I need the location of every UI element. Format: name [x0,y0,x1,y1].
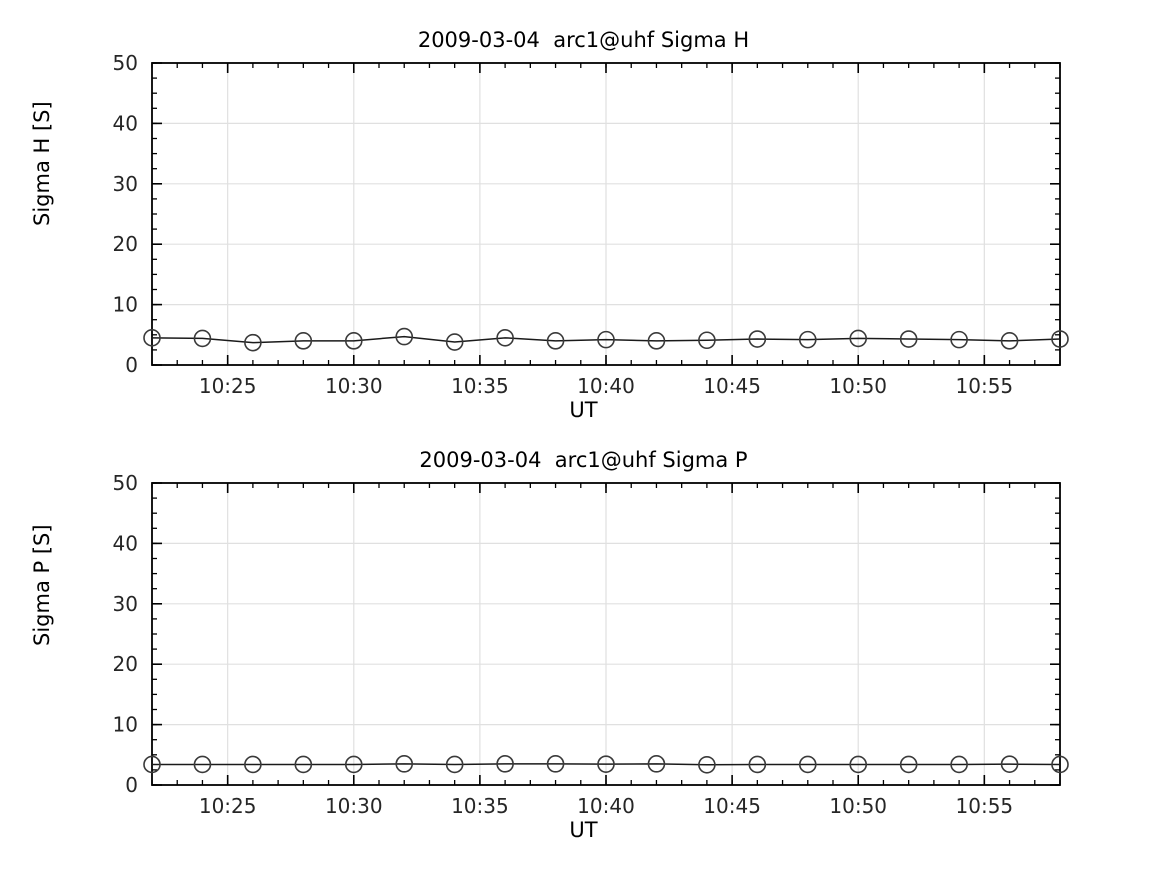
data-point-marker [899,755,918,774]
x-tick-label: 10:40 [577,794,635,818]
data-point-marker [647,755,666,773]
data-point-marker [950,330,968,349]
data-point-marker [496,329,514,347]
x-tick-label: 10:35 [451,374,509,398]
data-point-marker [143,755,161,774]
axes-sigma-p: 0 10 20 30 40 50 10:25 10:30 10:35 10:40 10:45 10:5… [113,471,1069,818]
y-tick-label: 40 [113,111,138,135]
x-tick-label: 10:50 [829,794,887,818]
x-tick-label: 10:25 [199,374,257,398]
data-point-marker [445,755,464,774]
y-tick-label: 30 [113,172,138,196]
data-point-marker [244,755,262,774]
data-point-marker [294,332,313,350]
y-tick-label: 30 [113,592,138,616]
plot-panel-sigma-h: 2009-03-04 arc1@uhf Sigma H Sigma H [S] … [0,0,1167,437]
data-point-marker [546,332,565,350]
plot-title-sigma-p: 2009-03-04 arc1@uhf Sigma P [419,448,748,472]
data-point-marker [244,333,262,352]
x-tick-label: 10:40 [577,374,635,398]
x-tick-label: 10:55 [956,374,1014,398]
y-tick-label: 50 [113,471,138,495]
y-tick-label: 50 [113,51,138,75]
x-tick-label: 10:30 [325,374,383,398]
data-point-marker [395,755,414,773]
data-point-marker [193,329,212,348]
data-point-marker [193,755,212,774]
x-tick-label: 10:45 [703,794,761,818]
data-point-marker [849,329,868,348]
y-tick-label: 10 [113,293,138,317]
x-axis-label-sigma-p: UT [569,818,598,842]
plot-title-sigma-h: 2009-03-04 arc1@uhf Sigma H [417,28,750,52]
x-tick-label: 10:35 [451,794,509,818]
data-point-marker [698,331,716,350]
plot-panel-sigma-p: 2009-03-04 arc1@uhf Sigma P Sigma P [S] … [0,420,1167,875]
data-point-marker [1051,330,1069,348]
data-line [152,763,1061,766]
y-tick-label: 40 [113,531,138,555]
x-tick-label: 10:30 [325,794,383,818]
y-tick-label: 0 [125,353,138,377]
data-point-marker [1000,755,1019,773]
data-point-marker [496,755,514,773]
data-point-marker [344,755,363,774]
data-point-marker [445,333,464,351]
data-point-marker [344,332,363,350]
data-point-marker [849,755,868,774]
data-point-marker [597,330,615,349]
x-tick-label: 10:50 [829,374,887,398]
data-point-marker [1051,755,1069,774]
data-point-marker [546,755,565,773]
x-axis-label-sigma-h: UT [569,398,598,422]
x-tick-label: 10:45 [703,374,761,398]
data-point-marker [395,327,414,346]
data-point-marker [143,329,161,347]
data-point-marker [748,755,767,774]
data-point-marker [698,755,716,774]
y-tick-label: 20 [113,232,138,256]
data-point-marker [798,755,817,774]
data-point-marker [597,755,615,773]
data-point-marker [748,330,767,348]
data-point-marker [647,332,666,350]
y-tick-label: 20 [113,652,138,676]
data-point-marker [950,755,968,774]
y-tick-label: 10 [113,713,138,737]
data-point-marker [899,330,918,348]
data-line [151,335,1061,344]
x-tick-label: 10:25 [199,794,257,818]
data-point-marker [294,755,313,774]
axes-sigma-h: 0 10 20 30 40 50 10:25 10:30 10:35 10:40 10:45 10:5… [113,51,1069,398]
y-tick-label: 0 [125,773,138,797]
data-point-marker [798,330,817,349]
data-point-marker [1000,332,1019,350]
x-tick-label: 10:55 [956,794,1014,818]
